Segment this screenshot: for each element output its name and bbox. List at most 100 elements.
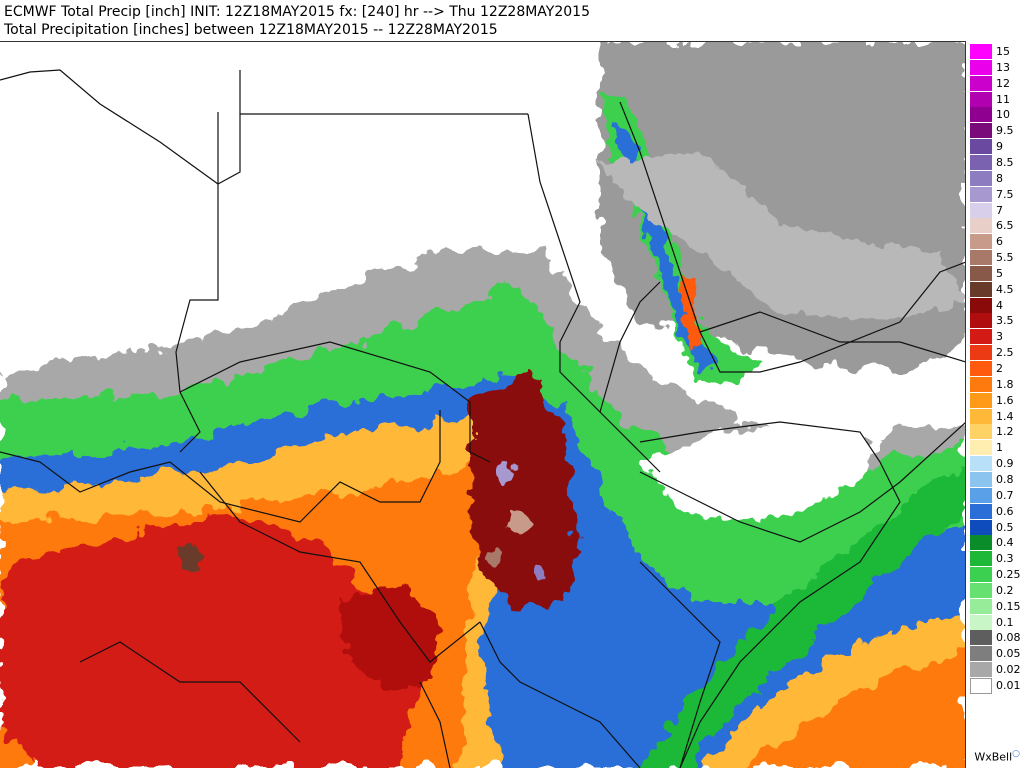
legend-label: 0.8 [996, 472, 1014, 486]
legend-item: 0.1 [970, 614, 1024, 631]
legend-swatch [970, 139, 992, 156]
legend-label: 0.05 [996, 647, 1021, 661]
legend-swatch [970, 107, 992, 124]
legend-label: 0.15 [996, 599, 1021, 613]
legend-swatch [970, 456, 992, 473]
legend-item: 3 [970, 329, 1024, 346]
map-header: ECMWF Total Precip [inch] INIT: 12Z18MAY… [0, 0, 966, 42]
precip-coast-green [640, 462, 965, 768]
gulf-of-aden-coast [639, 421, 881, 463]
legend-label: 4 [996, 298, 1003, 312]
legend-swatch [970, 202, 992, 219]
legend-item: 5 [970, 265, 1024, 282]
border-drc-south-sudan [199, 471, 481, 663]
legend-swatch [970, 662, 992, 679]
legend-swatch [970, 75, 992, 92]
precip-spot-1 [495, 462, 515, 482]
legend-swatch [970, 170, 992, 187]
legend-item: 0.3 [970, 551, 1024, 568]
legend-swatch [970, 519, 992, 536]
legend-item: 0.7 [970, 487, 1024, 504]
legend-label: 0.9 [996, 457, 1014, 471]
legend-label: 0.3 [996, 552, 1014, 566]
legend-label: 8.5 [996, 155, 1014, 169]
legend-swatch [970, 487, 992, 504]
legend-item: 0.15 [970, 598, 1024, 615]
legend-label: 1.6 [996, 393, 1014, 407]
legend-item: 9.5 [970, 123, 1024, 140]
red-sea-coast-africa [599, 281, 661, 413]
legend-label: 2.5 [996, 346, 1014, 360]
legend-swatch [970, 361, 992, 377]
legend-label: 13 [996, 60, 1010, 74]
legend-label: 0.02 [996, 663, 1021, 677]
legend-label: 12 [996, 76, 1010, 90]
legend-item: 0.01 [970, 678, 1024, 694]
legend-label: 0.2 [996, 583, 1014, 597]
legend-swatch [970, 646, 992, 663]
legend-item: 12 [970, 75, 1024, 92]
brand-dot-icon: ○ [1012, 749, 1020, 760]
legend-item: 10 [970, 107, 1024, 124]
precipitation-map-svg [0, 42, 965, 768]
legend-swatch [970, 265, 992, 282]
legend-swatch [970, 503, 992, 520]
legend-label: 7.5 [996, 187, 1014, 201]
legend-label: 9 [996, 140, 1003, 154]
precip-spot-3 [532, 564, 548, 580]
legend-swatch [970, 535, 992, 552]
border-yemen-oman [699, 311, 965, 363]
legend-item: 0.2 [970, 582, 1024, 599]
legend-swatch [970, 123, 992, 140]
legend-swatch [970, 186, 992, 203]
legend-swatch [970, 376, 992, 393]
legend-swatch [970, 281, 992, 298]
legend-item: 0.6 [970, 503, 1024, 520]
legend-swatch [970, 567, 992, 584]
legend-swatch [970, 297, 992, 314]
precip-spot-4 [486, 548, 504, 566]
legend-swatch [970, 551, 992, 568]
legend-label: 1.8 [996, 377, 1014, 391]
legend-label: 3.5 [996, 314, 1014, 328]
precip-detail [178, 92, 965, 692]
legend-label: 10 [996, 108, 1010, 122]
legend-item: 5.5 [970, 250, 1024, 267]
legend-item: 7 [970, 202, 1024, 219]
forecast-subtitle: Total Precipitation [inches] between 12Z… [4, 22, 498, 38]
legend-item: 1.6 [970, 392, 1024, 409]
legend-item: 0.9 [970, 456, 1024, 473]
legend-label: 5 [996, 266, 1003, 280]
legend-swatch [970, 154, 992, 171]
legend-item: 0.25 [970, 567, 1024, 584]
legend-item: 8.5 [970, 154, 1024, 171]
legend-swatch [970, 408, 992, 425]
legend-swatch [970, 329, 992, 346]
legend-swatch [970, 440, 992, 457]
legend-swatch [970, 598, 992, 615]
legend-item: 4 [970, 297, 1024, 314]
brand-logo: WxBell○ [974, 749, 1020, 764]
legend-swatch [970, 234, 992, 251]
legend-label: 4.5 [996, 282, 1014, 296]
legend-label: 0.08 [996, 631, 1021, 645]
legend-label: 0.7 [996, 488, 1014, 502]
legend-item: 0.02 [970, 662, 1024, 679]
forecast-title: ECMWF Total Precip [inch] INIT: 12Z18MAY… [4, 4, 590, 20]
border-south-sudan [179, 341, 491, 463]
precip-spot-2 [508, 510, 532, 534]
legend-item: 0.8 [970, 471, 1024, 488]
arabia-coast [619, 101, 965, 373]
border-car [0, 410, 441, 523]
legend-swatch [970, 44, 992, 60]
legend-swatch [970, 424, 992, 441]
legend-label: 0.25 [996, 568, 1021, 582]
legend-swatch [970, 218, 992, 235]
legend-label: 3 [996, 330, 1003, 344]
border-kenya-ethiopia [479, 621, 641, 768]
precipitation-map[interactable] [0, 42, 966, 768]
border-libya-west [0, 69, 219, 185]
legend-item: 2 [970, 361, 1024, 377]
legend-swatch [970, 582, 992, 599]
border-uganda [419, 681, 451, 768]
